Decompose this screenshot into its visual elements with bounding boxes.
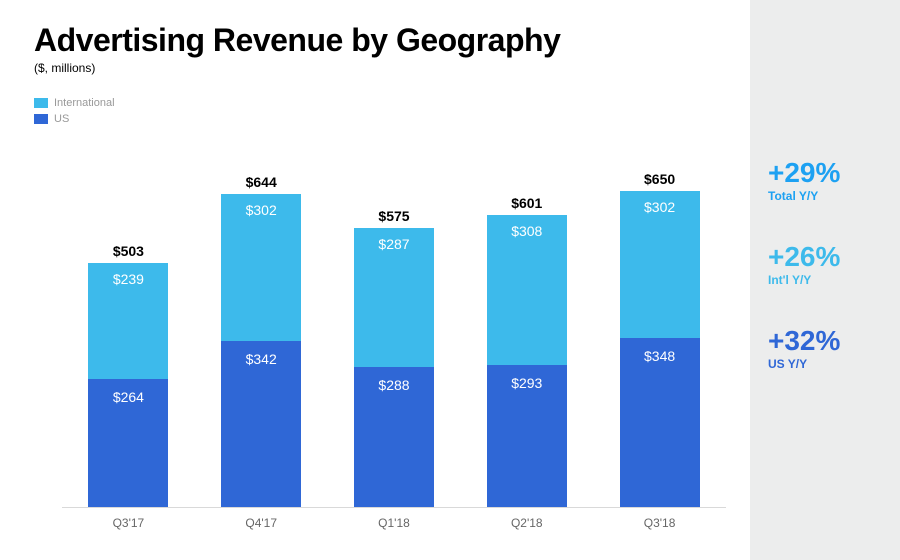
stat-block: +26% Int'l Y/Y	[768, 243, 882, 287]
x-axis-label: Q3'17	[88, 508, 168, 542]
legend-item-international: International	[34, 97, 732, 109]
bar-stack: $239$264	[88, 263, 168, 507]
bar-total-label: $601	[511, 195, 542, 211]
page: Advertising Revenue by Geography ($, mil…	[0, 0, 900, 560]
bar-total-label: $644	[246, 174, 277, 190]
bar-segment-international: $302	[221, 194, 301, 341]
bar-segment-us: $293	[487, 365, 567, 507]
page-title: Advertising Revenue by Geography	[34, 22, 732, 59]
x-axis-label: Q3'18	[620, 508, 700, 542]
x-axis-label: Q1'18	[354, 508, 434, 542]
x-axis-label: Q4'17	[221, 508, 301, 542]
bar-segment-us: $288	[354, 367, 434, 507]
stat-block: +29% Total Y/Y	[768, 159, 882, 203]
stat-value: +29%	[768, 159, 882, 187]
bar-col: $601 $308$293	[487, 195, 567, 507]
bar-total-label: $650	[644, 171, 675, 187]
bar-total-label: $575	[378, 208, 409, 224]
legend-label-us: US	[54, 113, 69, 125]
stat-label: US Y/Y	[768, 357, 882, 371]
page-subtitle: ($, millions)	[34, 61, 732, 75]
bar-total-label: $503	[113, 243, 144, 259]
bar-col: $650 $302$348	[620, 171, 700, 507]
legend: International US	[34, 97, 732, 125]
bar-col: $503 $239$264	[88, 243, 168, 507]
stat-label: Total Y/Y	[768, 189, 882, 203]
legend-swatch-us	[34, 114, 48, 124]
x-axis-label: Q2'18	[487, 508, 567, 542]
bar-segment-us: $342	[221, 341, 301, 507]
revenue-chart: $503$239$264$644$302$342$575$287$288$601…	[34, 135, 732, 542]
bar-segment-international: $308	[487, 215, 567, 365]
bar-stack: $302$342	[221, 194, 301, 507]
bar-segment-international: $302	[620, 191, 700, 338]
stat-value: +26%	[768, 243, 882, 271]
bar-col: $644 $302$342	[221, 174, 301, 507]
chart-plot-area: $503$239$264$644$302$342$575$287$288$601…	[62, 135, 726, 508]
bar-segment-us: $264	[88, 379, 168, 507]
legend-swatch-international	[34, 98, 48, 108]
stat-block: +32% US Y/Y	[768, 327, 882, 371]
stats-sidebar: +29% Total Y/Y +26% Int'l Y/Y +32% US Y/Y	[750, 0, 900, 560]
bar-segment-international: $287	[354, 228, 434, 367]
bar-segment-us: $348	[620, 338, 700, 507]
stat-value: +32%	[768, 327, 882, 355]
bar-stack: $308$293	[487, 215, 567, 507]
main-panel: Advertising Revenue by Geography ($, mil…	[0, 0, 750, 560]
bar-stack: $287$288	[354, 228, 434, 507]
bar-stack: $302$348	[620, 191, 700, 507]
bar-segment-international: $239	[88, 263, 168, 379]
legend-item-us: US	[34, 113, 732, 125]
bar-col: $575 $287$288	[354, 208, 434, 507]
chart-x-axis: Q3'17 Q4'17 Q1'18 Q2'18 Q3'18	[62, 508, 726, 542]
legend-label-international: International	[54, 97, 115, 109]
stat-label: Int'l Y/Y	[768, 273, 882, 287]
